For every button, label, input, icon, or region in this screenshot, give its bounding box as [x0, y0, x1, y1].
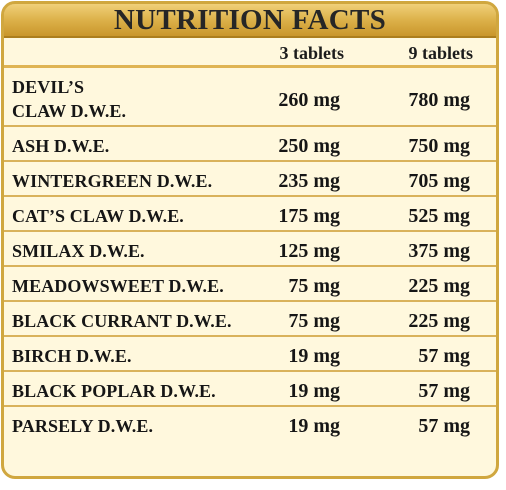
ingredient-name: BLACK CURRANT D.W.E. — [12, 311, 232, 331]
value-3-tablets: 235 mg — [278, 170, 340, 192]
value-3-tablets: 75 mg — [288, 310, 340, 332]
ingredient-name: SMILAX D.W.E. — [12, 241, 145, 261]
nutrition-table: DEVIL’S CLAW D.W.E. 260 mg 780 mg ASH D.… — [4, 68, 496, 442]
column-header-3-tablets: 3 tablets — [279, 43, 345, 63]
table-row: BIRCH D.W.E. 19 mg 57 mg — [4, 337, 496, 372]
value-9-tablets: 57 mg — [418, 345, 470, 367]
value-9-tablets: 225 mg — [408, 275, 470, 297]
value-3-tablets: 19 mg — [288, 345, 340, 367]
value-9-tablets: 525 mg — [408, 205, 470, 227]
ingredient-name: MEADOWSWEET D.W.E. — [12, 276, 224, 296]
table-row: PARSELY D.W.E. 19 mg 57 mg — [4, 407, 496, 442]
value-9-tablets: 780 mg — [408, 89, 470, 111]
ingredient-name: BIRCH D.W.E. — [12, 346, 132, 366]
ingredient-name: WINTERGREEN D.W.E. — [12, 171, 213, 191]
value-9-tablets: 225 mg — [408, 310, 470, 332]
value-9-tablets: 57 mg — [418, 415, 470, 437]
table-row: BLACK POPLAR D.W.E. 19 mg 57 mg — [4, 372, 496, 407]
value-9-tablets: 57 mg — [418, 380, 470, 402]
serving-header-row: 3 tablets 9 tablets — [4, 38, 496, 68]
ingredient-name: CAT’S CLAW D.W.E. — [12, 206, 184, 226]
table-row: ASH D.W.E. 250 mg 750 mg — [4, 127, 496, 162]
page-title: NUTRITION FACTS — [113, 4, 387, 36]
ingredient-name: ASH D.W.E. — [12, 136, 110, 156]
table-row: DEVIL’S CLAW D.W.E. 260 mg 780 mg — [4, 68, 496, 127]
value-3-tablets: 19 mg — [288, 415, 340, 437]
value-9-tablets: 750 mg — [408, 135, 470, 157]
table-row: BLACK CURRANT D.W.E. 75 mg 225 mg — [4, 302, 496, 337]
table-row: WINTERGREEN D.W.E. 235 mg 705 mg — [4, 162, 496, 197]
value-3-tablets: 19 mg — [288, 380, 340, 402]
table-row: MEADOWSWEET D.W.E. 75 mg 225 mg — [4, 267, 496, 302]
title-bar: NUTRITION FACTS — [4, 4, 496, 38]
table-row: SMILAX D.W.E. 125 mg 375 mg — [4, 232, 496, 267]
table-row: CAT’S CLAW D.W.E. 175 mg 525 mg — [4, 197, 496, 232]
value-9-tablets: 705 mg — [408, 170, 470, 192]
ingredient-name: DEVIL’S CLAW D.W.E. — [12, 77, 127, 121]
nutrition-facts-panel: NUTRITION FACTS 3 tablets 9 tablets DEVI… — [1, 1, 499, 479]
value-3-tablets: 250 mg — [278, 135, 340, 157]
column-header-9-tablets: 9 tablets — [408, 43, 474, 63]
value-3-tablets: 125 mg — [278, 240, 340, 262]
value-9-tablets: 375 mg — [408, 240, 470, 262]
ingredient-name: BLACK POPLAR D.W.E. — [12, 381, 216, 401]
value-3-tablets: 175 mg — [278, 205, 340, 227]
value-3-tablets: 75 mg — [288, 275, 340, 297]
ingredient-name: PARSELY D.W.E. — [12, 416, 154, 436]
value-3-tablets: 260 mg — [278, 89, 340, 111]
